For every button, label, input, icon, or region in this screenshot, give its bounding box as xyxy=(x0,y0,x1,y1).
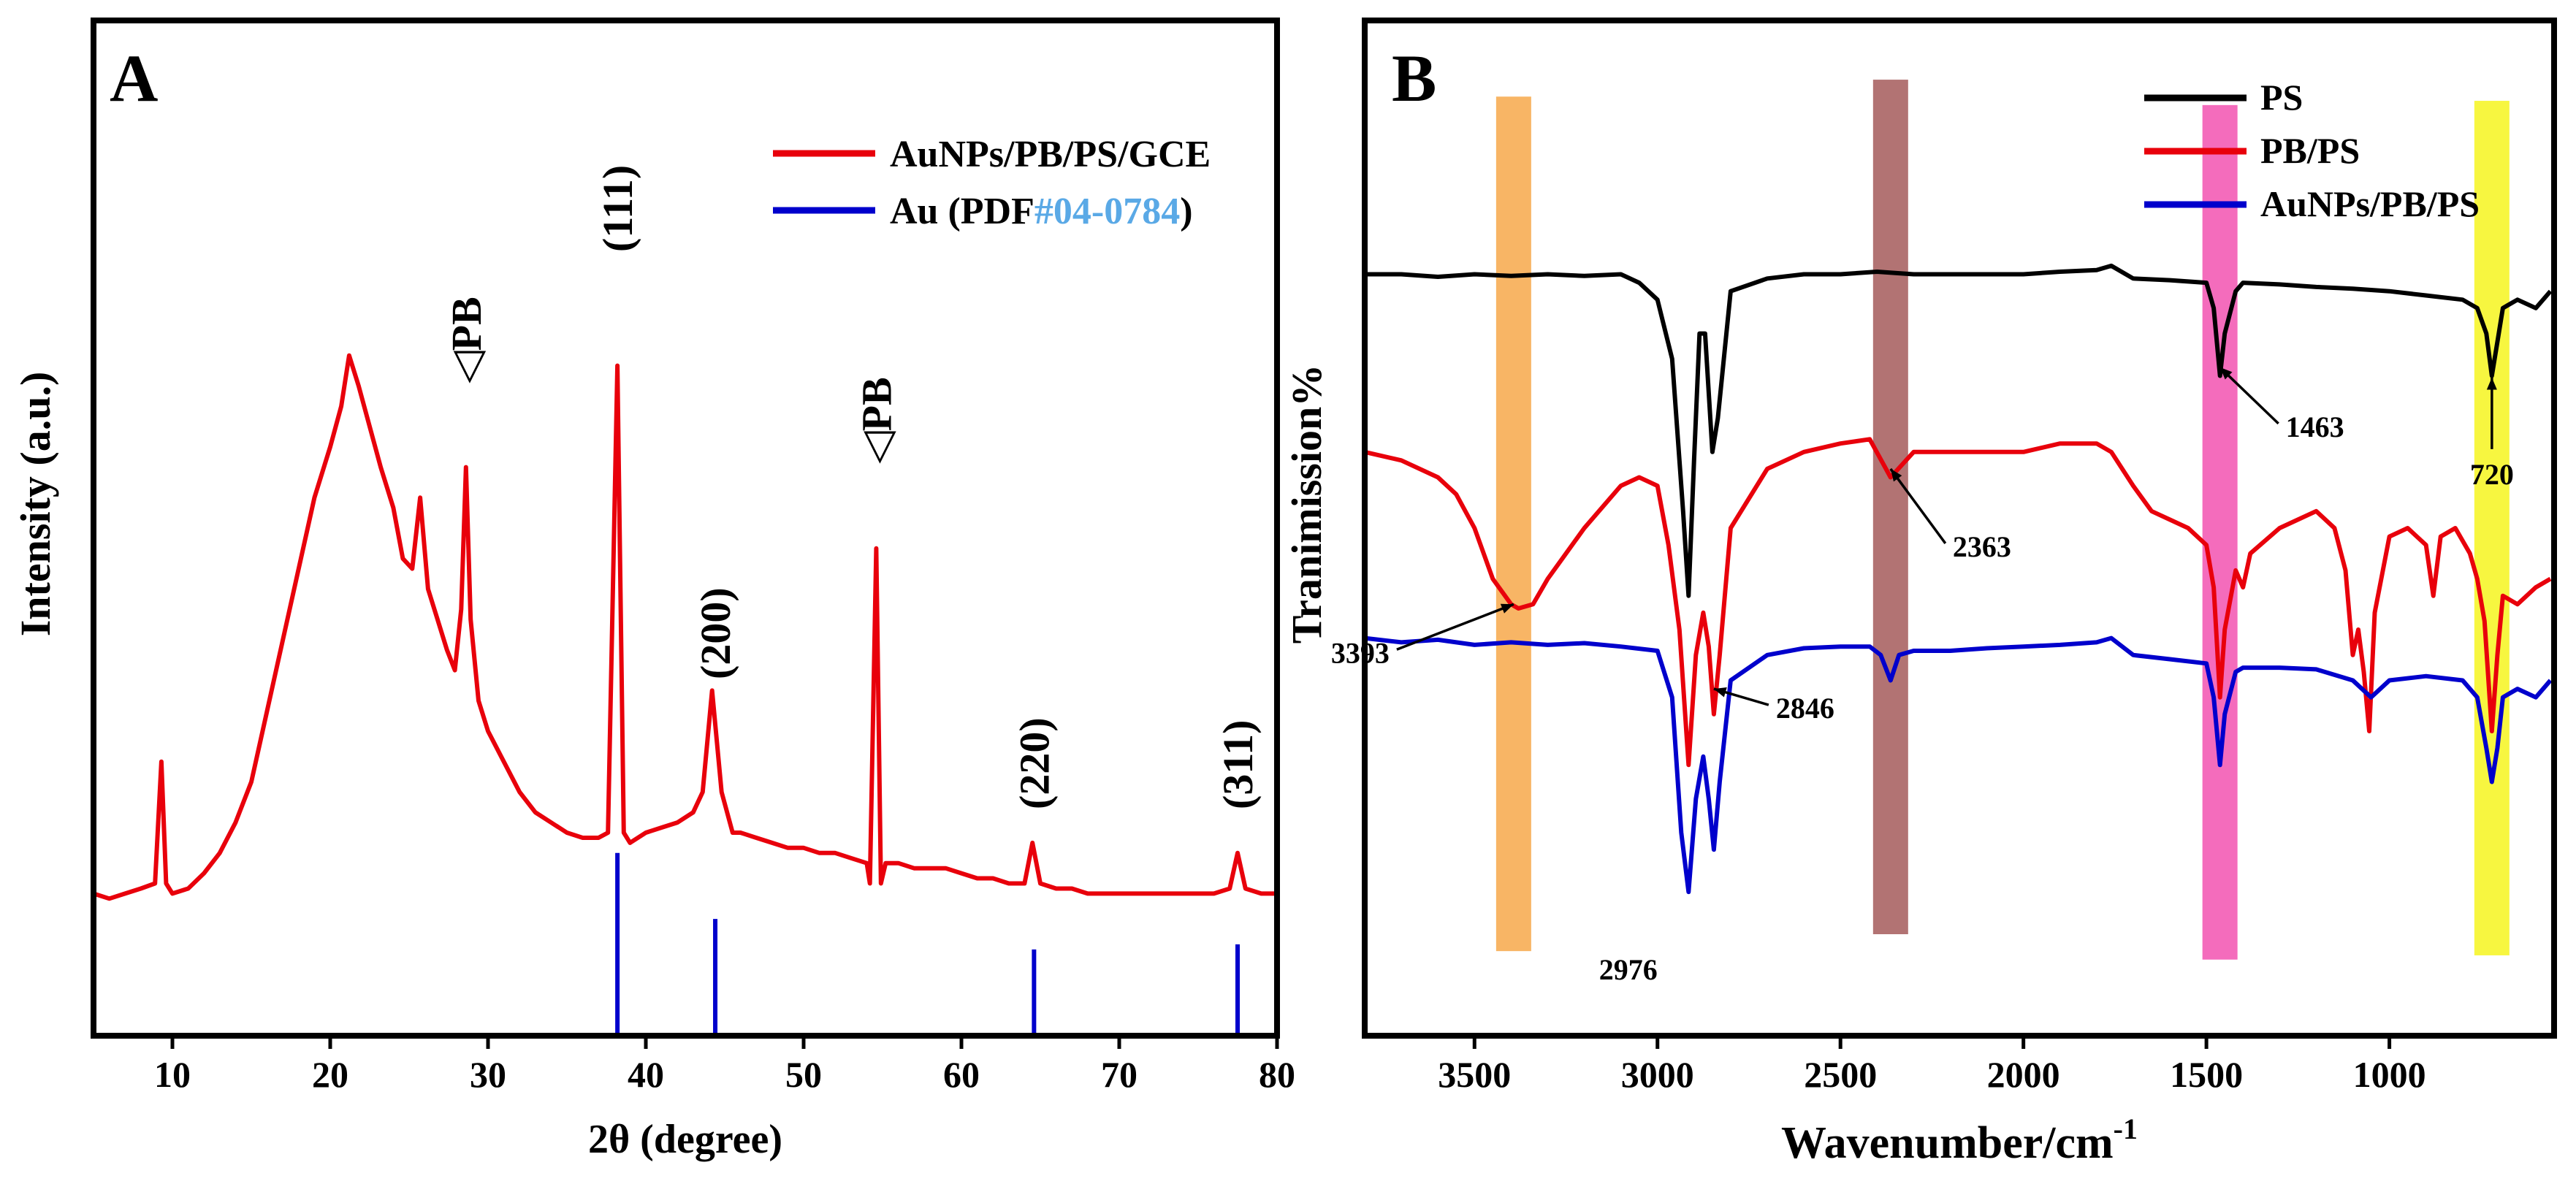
x-tick-label: 10 xyxy=(154,1054,191,1095)
miller-index-label: (311) xyxy=(1214,720,1262,809)
panel-b-x-axis-label: Wavenumber/cm-1 xyxy=(1781,1112,2138,1168)
panel-b-x-axis-label-main: Wavenumber/cm xyxy=(1781,1118,2114,1168)
x-tick-label: 1500 xyxy=(2170,1054,2243,1095)
panel-b-x-axis-label-sup: -1 xyxy=(2114,1112,2138,1145)
wavenumber-annotation: 2363 xyxy=(1953,530,2011,563)
legend-label-au-pdf: Au (PDF#04-0784) xyxy=(890,191,1193,232)
series-line-pb-ps xyxy=(1364,437,2552,768)
panel-a-plot-area xyxy=(93,353,1277,1036)
wavenumber-annotation: 3393 xyxy=(1331,636,1390,669)
miller-index-label: (200) xyxy=(692,587,739,679)
x-tick-label: 60 xyxy=(943,1054,980,1095)
legend-label-aunps-pb-ps: AuNPs/PB/PS xyxy=(2260,183,2480,224)
panel-a-x-axis-label: 2θ (degree) xyxy=(588,1117,782,1162)
legend-label-aunps-pb-ps-gce: AuNPs/PB/PS/GCE xyxy=(890,134,1211,175)
panel-b-label: B xyxy=(1392,41,1436,115)
highlight-band xyxy=(2202,104,2238,960)
panel-b-highlight-bands xyxy=(1495,80,2510,960)
highlight-band xyxy=(1495,96,1531,952)
panel-a-legend: AuNPs/PB/PS/GCE Au (PDF#04-0784) xyxy=(773,134,1211,232)
x-tick-label: 40 xyxy=(628,1054,664,1095)
legend-label-au-suffix: ) xyxy=(1180,191,1192,232)
panel-a-label: A xyxy=(110,41,158,115)
pb-peak-label: ◁PB xyxy=(443,297,490,383)
x-tick-label: 70 xyxy=(1101,1054,1138,1095)
series-line-aunps-pb-ps xyxy=(1364,635,2553,895)
x-tick-label: 20 xyxy=(312,1054,348,1095)
panel-a-y-axis-label: Intensity (a.u.) xyxy=(12,372,59,637)
series-line-ps xyxy=(1365,263,2553,598)
legend-label-ps: PS xyxy=(2260,77,2303,118)
x-tick-label: 1000 xyxy=(2353,1054,2426,1095)
arrow-head xyxy=(1500,603,1514,614)
annotation-arrow xyxy=(1889,467,1947,544)
panel-b-annotations: 3393 2846 2363 1463 720 2976 xyxy=(1331,366,2514,986)
panel-a-annotations: (111) (200) (220) (311) ◁PB ◁PB xyxy=(443,165,1262,809)
panel-a-x-axis: 10 20 30 40 50 60 70 80 xyxy=(154,1036,1295,1095)
wavenumber-annotation: 2846 xyxy=(1776,692,1834,725)
x-tick-label: 50 xyxy=(785,1054,822,1095)
legend-label-pb-ps: PB/PS xyxy=(2260,130,2360,171)
x-tick-label: 2500 xyxy=(1804,1054,1877,1095)
wavenumber-annotation: 2976 xyxy=(1599,953,1658,986)
highlight-band xyxy=(1872,80,1908,934)
panel-a: 10 20 30 40 50 60 70 80 A 2θ (degree) Intensity… xyxy=(12,18,1295,1162)
x-tick-label: 80 xyxy=(1259,1054,1295,1095)
wavenumber-annotation: 720 xyxy=(2470,458,2514,491)
annotation-arrow xyxy=(2219,366,2279,425)
panel-b-x-axis: 3500 3000 2500 2000 1500 1000 xyxy=(1438,1036,2426,1095)
x-tick-label: 3000 xyxy=(1621,1054,1694,1095)
panel-b-frame xyxy=(1362,18,2557,1039)
panel-b-plot-area xyxy=(1364,263,2553,895)
x-tick-label: 2000 xyxy=(1987,1054,2060,1095)
miller-index-label: (111) xyxy=(594,165,641,252)
panel-b-legend: PS PB/PS AuNPs/PB/PS xyxy=(2144,77,2480,224)
panel-a-frame xyxy=(91,18,1280,1039)
legend-label-au-prefix: Au (PDF xyxy=(890,191,1034,232)
highlight-band xyxy=(2474,101,2510,955)
wavenumber-annotation: 1463 xyxy=(2286,410,2344,443)
pb-peak-label: ◁PB xyxy=(853,377,900,464)
legend-label-au-pdf-number[interactable]: #04-0784 xyxy=(1034,191,1180,232)
arrow-head xyxy=(2219,367,2233,380)
panel-b-y-axis-label: Tranimission% xyxy=(1283,364,1330,643)
annotation-arrow xyxy=(1396,603,1514,651)
arrow-head xyxy=(2486,377,2497,390)
arrow-head xyxy=(1890,468,1902,482)
x-tick-label: 3500 xyxy=(1438,1054,1511,1095)
series-line-aunps-pb-ps-gce xyxy=(93,353,1277,901)
x-tick-label: 30 xyxy=(470,1054,506,1095)
panel-b: 3500 3000 2500 2000 1500 1000 B Wavenumber/cm… xyxy=(1283,18,2557,1168)
miller-index-label: (220) xyxy=(1010,717,1058,809)
arrow-head xyxy=(1713,687,1727,698)
